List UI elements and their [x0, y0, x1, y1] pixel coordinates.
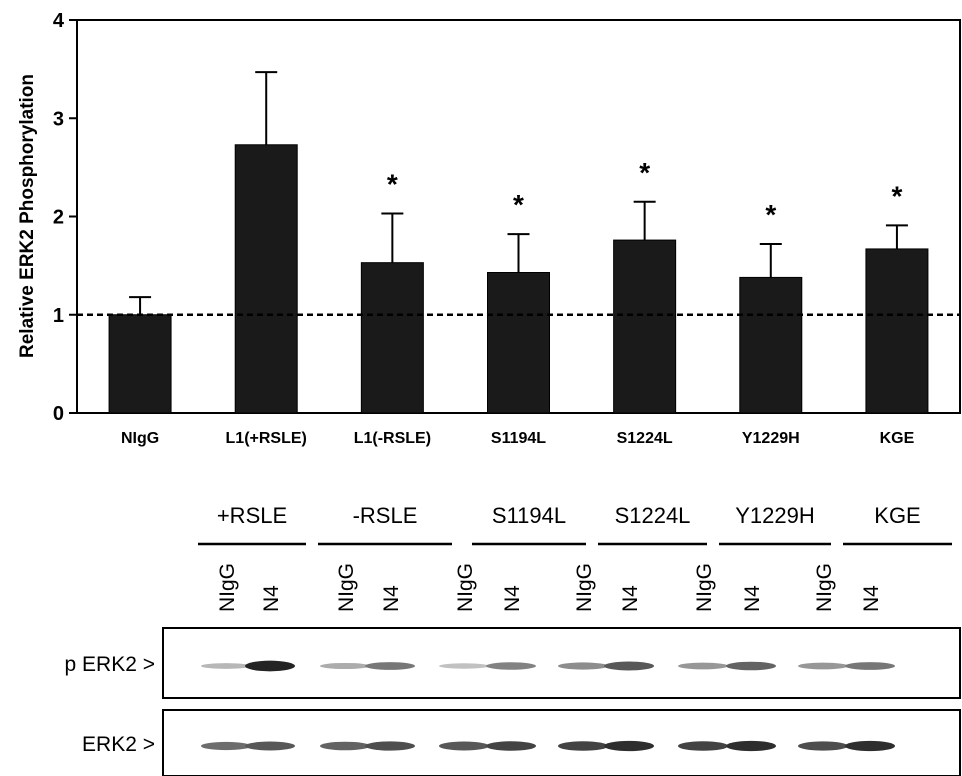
blot-lane-label: NIgG — [454, 563, 477, 612]
blot-lane-label: NIgG — [573, 563, 596, 612]
blot-rows: p ERK2 > ERK2 > — [65, 627, 961, 776]
bar — [865, 248, 929, 414]
blot-band — [365, 662, 415, 670]
blot-band — [845, 740, 895, 752]
blot-band — [439, 663, 489, 669]
x-axis: NIgG L1(+RSLE) L1(-RSLE) S1194L S1224L Y1229H… — [121, 430, 915, 447]
x-tick-label: S1224L — [617, 430, 673, 447]
blot-group-headers: +RSLE -RSLE S1194L S1224L Y1229H KGE — [198, 503, 952, 546]
blot-group-label: S1224L — [615, 503, 691, 528]
bar — [234, 144, 298, 414]
blot-band — [245, 660, 295, 672]
blot-group-label: +RSLE — [217, 503, 287, 528]
blot-band — [201, 741, 251, 751]
y-axis-label: Relative ERK2 Phosphorylation — [17, 74, 38, 358]
significance-marker: * — [513, 189, 524, 220]
blot-lane-label: N4 — [860, 585, 883, 612]
blot-group-label: Y1229H — [735, 503, 815, 528]
x-tick-label: L1(-RSLE) — [354, 430, 431, 447]
blot-band — [201, 663, 251, 669]
significance-marker: * — [387, 169, 398, 200]
blot-lane-label: N4 — [501, 585, 524, 612]
y-tick-label: 1 — [53, 305, 64, 327]
x-tick-label: Y1229H — [742, 430, 800, 447]
blot-band — [726, 740, 776, 752]
blot-band — [558, 741, 608, 751]
blot-band — [365, 741, 415, 751]
y-tick-label: 0 — [53, 403, 64, 425]
y-tick-label: 4 — [53, 10, 65, 32]
blot-group-label: -RSLE — [353, 503, 418, 528]
blot-band — [439, 741, 489, 751]
bar — [108, 314, 172, 414]
significance-marker: * — [639, 157, 650, 188]
significance-marker: * — [765, 199, 776, 230]
blot-group-label: S1194L — [492, 503, 566, 528]
y-tick-label: 2 — [53, 207, 64, 229]
blot-lane-label: NIgG — [813, 563, 836, 612]
blot-lane-label: N4 — [380, 585, 403, 612]
blot-band — [726, 661, 776, 671]
blot-band — [678, 741, 728, 751]
blot-lane-label: NIgG — [693, 563, 716, 612]
blot-row-label: ERK2 > — [82, 733, 155, 756]
bar — [487, 272, 550, 414]
y-axis: 0 1 2 3 4 — [53, 10, 77, 425]
bar — [739, 276, 803, 414]
blot-band — [320, 741, 370, 751]
blot-band — [245, 741, 295, 751]
blot-row-label: p ERK2 > — [65, 653, 155, 676]
blot-band — [604, 740, 654, 752]
x-tick-label: S1194L — [491, 430, 546, 447]
blot-band — [320, 662, 370, 670]
blot-group-label: KGE — [874, 503, 920, 528]
blot-lane-labels: NIgG N4 NIgG N4 NIgG N4 NIgG N4 NIgG N4 NIgG N4 — [216, 563, 883, 612]
blot-band — [486, 662, 536, 670]
blot-lane-label: N4 — [741, 585, 764, 612]
bar — [360, 262, 424, 414]
bars-group: * * * * * — [77, 71, 960, 414]
blot-band — [486, 741, 536, 751]
blot-lane-label: NIgG — [335, 563, 358, 612]
y-tick-label: 3 — [53, 108, 64, 130]
blot-lane-label: N4 — [619, 585, 642, 612]
blot-band — [845, 662, 895, 670]
bar — [613, 239, 677, 414]
x-tick-label: NIgG — [121, 430, 159, 447]
blot-band — [604, 661, 654, 671]
blot-lane-label: N4 — [260, 585, 283, 612]
x-tick-label: KGE — [880, 430, 915, 447]
blot-band — [678, 662, 728, 670]
x-tick-label: L1(+RSLE) — [226, 430, 307, 447]
significance-marker: * — [891, 180, 902, 211]
blot-band — [798, 741, 848, 751]
blot-band — [798, 662, 848, 670]
blot-lane-label: NIgG — [216, 563, 239, 612]
blot-band — [558, 662, 608, 670]
